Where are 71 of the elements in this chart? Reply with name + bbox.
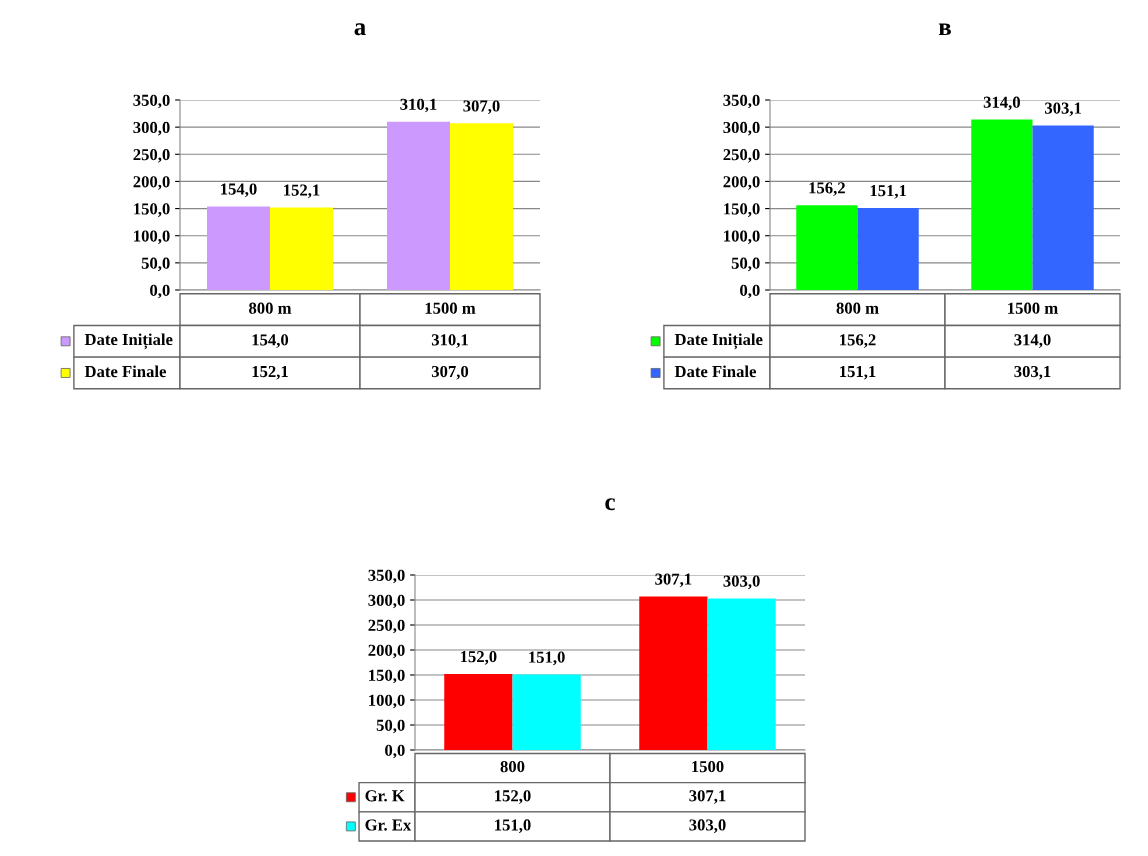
y-tick-label: 50,0	[141, 257, 170, 272]
x-tick-label: 1500 m	[425, 302, 476, 314]
y-tick-label: 250,0	[368, 619, 405, 634]
x-tick-label: 1500 m	[1008, 302, 1058, 314]
y-tick-label: 50,0	[731, 257, 760, 272]
legend-label: Gr. K	[365, 790, 405, 802]
data-label: 156,2	[840, 334, 876, 348]
y-tick-label: 350,0	[368, 569, 405, 584]
text: 314,0	[983, 96, 1020, 111]
chart-title: c	[605, 498, 615, 511]
legend-label: Date Inițiale	[84, 333, 173, 350]
data-label: 303,1	[1014, 365, 1051, 380]
text: 152,0	[460, 651, 497, 665]
text: 154,0	[221, 183, 257, 198]
legend-label: Date Finale	[674, 365, 757, 378]
data-label: 307,0	[431, 365, 469, 380]
text: 156,2	[809, 182, 845, 196]
data-label: 307,1	[689, 790, 726, 804]
y-tick-label: 100,0	[134, 230, 170, 245]
y-tick-label: 200,0	[133, 176, 170, 190]
data-label: 151,0	[495, 819, 531, 834]
y-tick-label: 100,0	[724, 230, 760, 245]
y-tick-label: 350,0	[723, 94, 760, 109]
text: 310,1	[400, 98, 437, 113]
bar	[971, 119, 1033, 290]
text: 307,0	[463, 100, 500, 115]
data-label: 152,0	[495, 790, 531, 804]
y-tick-label: 50,0	[376, 719, 405, 734]
y-tick-label: 250,0	[723, 148, 760, 163]
y-tick-label: 0,0	[150, 284, 170, 299]
text: 307,1	[655, 573, 692, 588]
chart-title: a	[354, 23, 366, 36]
legend-label: Date Finale	[84, 365, 167, 378]
y-tick-label: 200,0	[723, 176, 760, 190]
y-tick-label: 250,0	[133, 148, 170, 163]
y-tick-label: 300,0	[133, 121, 170, 136]
bar	[1032, 125, 1094, 290]
bar	[270, 207, 333, 290]
bar	[387, 121, 450, 290]
x-tick-label: 1500	[692, 761, 724, 773]
x-tick-label: 800 m	[249, 302, 292, 314]
data-label: 154,0	[252, 334, 289, 348]
legend-label: Gr. Ex	[365, 819, 412, 831]
y-tick-label: 150,0	[134, 203, 170, 217]
text: 303,0	[723, 575, 760, 590]
y-tick-label: 350,0	[133, 94, 170, 109]
data-label: 152,1	[252, 365, 288, 380]
text: 152,1	[284, 184, 320, 199]
data-label: 310,1	[431, 334, 468, 348]
y-tick-label: 100,0	[369, 694, 405, 709]
y-tick-label: 0,0	[740, 284, 760, 299]
text: 151,1	[870, 185, 907, 199]
bar	[857, 207, 919, 290]
y-tick-label: 200,0	[368, 644, 405, 659]
data-label: 303,0	[689, 819, 726, 834]
x-tick-label: 800 m	[836, 302, 879, 314]
bar	[207, 206, 270, 290]
data-label: 314,0	[1014, 334, 1051, 348]
text: 151,0	[529, 651, 565, 666]
y-tick-label: 0,0	[385, 744, 405, 759]
chart-title: в	[938, 23, 951, 35]
y-tick-label: 150,0	[724, 203, 760, 217]
bar	[450, 123, 513, 290]
text: 303,1	[1045, 102, 1082, 117]
y-tick-label: 150,0	[369, 669, 405, 684]
y-tick-label: 300,0	[723, 121, 760, 136]
bar	[796, 205, 858, 290]
x-tick-label: 800	[500, 761, 525, 773]
legend-label: Date Inițiale	[674, 333, 763, 350]
data-label: 151,1	[840, 365, 876, 380]
y-tick-label: 300,0	[368, 594, 405, 609]
